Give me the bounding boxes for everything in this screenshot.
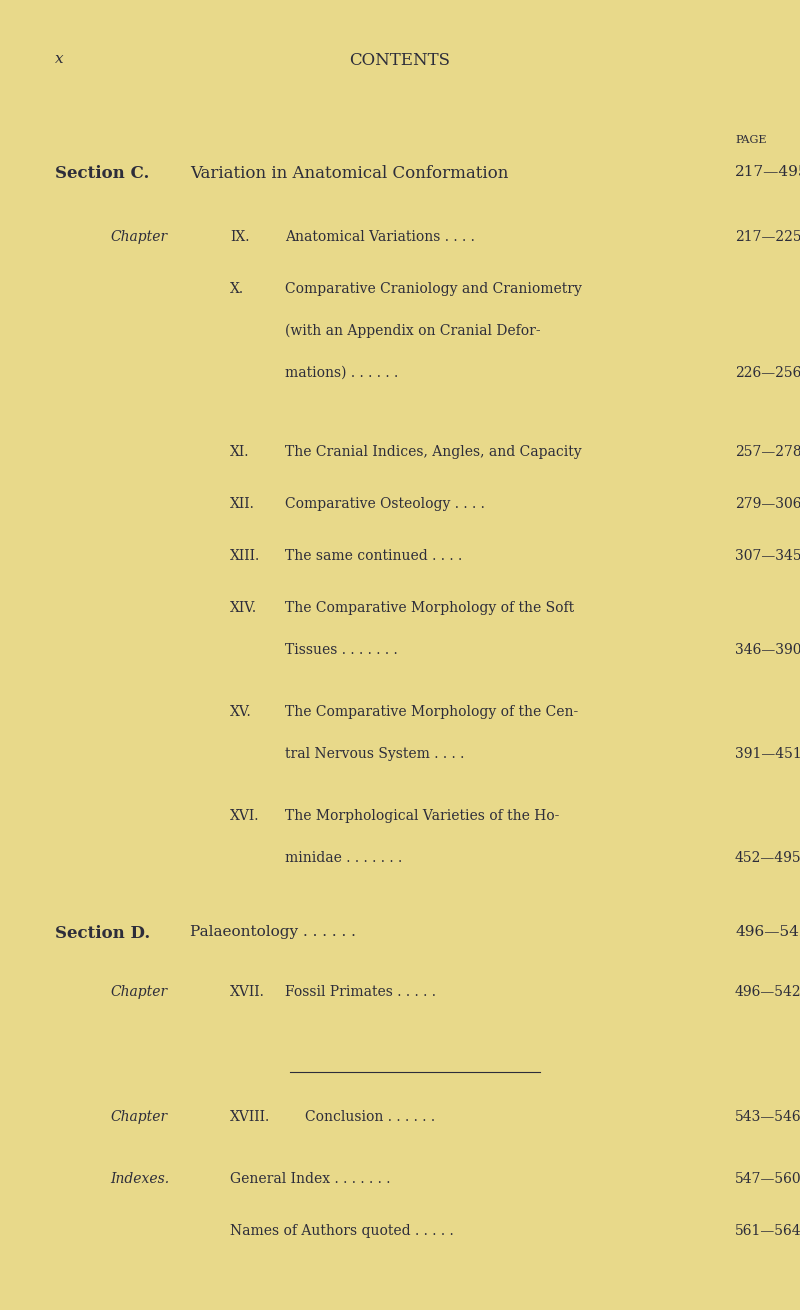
Text: Section C.: Section C. xyxy=(55,165,150,182)
Text: 217—225: 217—225 xyxy=(735,231,800,244)
Text: Names of Authors quoted . . . . .: Names of Authors quoted . . . . . xyxy=(230,1224,454,1238)
Text: x: x xyxy=(55,52,64,66)
Text: XVI.: XVI. xyxy=(230,810,259,823)
Text: 257—278: 257—278 xyxy=(735,445,800,458)
Text: Chapter: Chapter xyxy=(110,231,167,244)
Text: Indexes.: Indexes. xyxy=(110,1172,169,1186)
Text: Palaeontology . . . . . .: Palaeontology . . . . . . xyxy=(190,925,356,939)
Text: tral Nervous System . . . .: tral Nervous System . . . . xyxy=(285,747,464,761)
Text: Conclusion . . . . . .: Conclusion . . . . . . xyxy=(305,1110,435,1124)
Text: Fossil Primates . . . . .: Fossil Primates . . . . . xyxy=(285,985,436,1000)
Text: Variation in Anatomical Conformation: Variation in Anatomical Conformation xyxy=(190,165,508,182)
Text: 346—390: 346—390 xyxy=(735,643,800,658)
Text: Chapter: Chapter xyxy=(110,985,167,1000)
Text: Comparative Osteology . . . .: Comparative Osteology . . . . xyxy=(285,496,485,511)
Text: XIII.: XIII. xyxy=(230,549,260,563)
Text: Tissues . . . . . . .: Tissues . . . . . . . xyxy=(285,643,398,658)
Text: XI.: XI. xyxy=(230,445,250,458)
Text: 496—542: 496—542 xyxy=(735,985,800,1000)
Text: The Cranial Indices, Angles, and Capacity: The Cranial Indices, Angles, and Capacit… xyxy=(285,445,582,458)
Text: Comparative Craniology and Craniometry: Comparative Craniology and Craniometry xyxy=(285,282,582,296)
Text: Section D.: Section D. xyxy=(55,925,150,942)
Text: XVII.: XVII. xyxy=(230,985,265,1000)
Text: mations) . . . . . .: mations) . . . . . . xyxy=(285,365,398,380)
Text: General Index . . . . . . .: General Index . . . . . . . xyxy=(230,1172,390,1186)
Text: IX.: IX. xyxy=(230,231,250,244)
Text: CONTENTS: CONTENTS xyxy=(350,52,450,69)
Text: (with an Appendix on Cranial Defor-: (with an Appendix on Cranial Defor- xyxy=(285,324,541,338)
Text: minidae . . . . . . .: minidae . . . . . . . xyxy=(285,852,402,865)
Text: 561—564: 561—564 xyxy=(735,1224,800,1238)
Text: XV.: XV. xyxy=(230,705,252,719)
Text: 452—495: 452—495 xyxy=(735,852,800,865)
Text: 279—306: 279—306 xyxy=(735,496,800,511)
Text: 547—560: 547—560 xyxy=(735,1172,800,1186)
Text: X.: X. xyxy=(230,282,244,296)
Text: The Morphological Varieties of the Ho-: The Morphological Varieties of the Ho- xyxy=(285,810,559,823)
Text: 307—345: 307—345 xyxy=(735,549,800,563)
Text: Anatomical Variations . . . .: Anatomical Variations . . . . xyxy=(285,231,475,244)
Text: 226—256: 226—256 xyxy=(735,365,800,380)
Text: 496—542: 496—542 xyxy=(735,925,800,939)
Text: XII.: XII. xyxy=(230,496,255,511)
Text: Chapter: Chapter xyxy=(110,1110,167,1124)
Text: 543—546: 543—546 xyxy=(735,1110,800,1124)
Text: The Comparative Morphology of the Cen-: The Comparative Morphology of the Cen- xyxy=(285,705,578,719)
Text: 217—495: 217—495 xyxy=(735,165,800,179)
Text: XVIII.: XVIII. xyxy=(230,1110,270,1124)
Text: PAGE: PAGE xyxy=(735,135,766,145)
Text: The Comparative Morphology of the Soft: The Comparative Morphology of the Soft xyxy=(285,601,574,614)
Text: The same continued . . . .: The same continued . . . . xyxy=(285,549,462,563)
Text: XIV.: XIV. xyxy=(230,601,257,614)
Text: 391—451: 391—451 xyxy=(735,747,800,761)
